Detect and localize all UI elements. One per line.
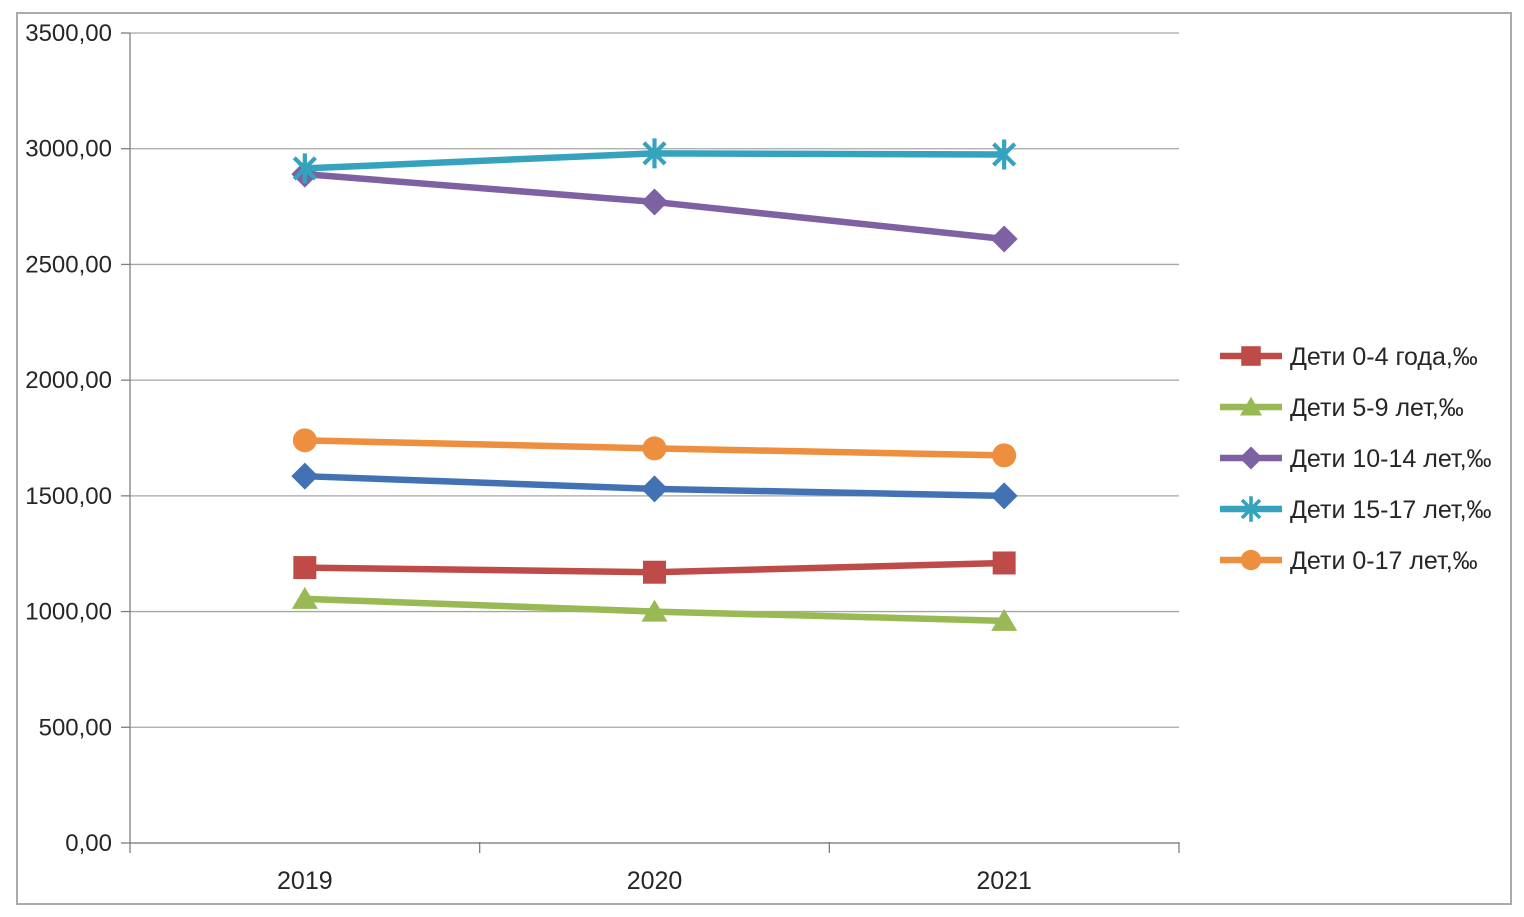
y-tick-label: 0,00 (65, 830, 112, 857)
legend-label: Дети 0-17 лет,‰ (1290, 547, 1478, 575)
series-marker-asterisk (642, 141, 667, 166)
y-tick-label: 500,00 (39, 714, 112, 741)
legend-label: Дети 5-9 лет,‰ (1290, 394, 1464, 422)
series-marker-diamond (641, 188, 668, 216)
series-marker-asterisk (292, 156, 317, 181)
series-marker-square (1241, 346, 1261, 366)
series-marker-diamond (641, 475, 668, 503)
y-tick-label: 3000,00 (25, 136, 112, 163)
series-marker-square (992, 551, 1016, 575)
y-tick-label: 3500,00 (25, 20, 112, 47)
legend-label: Дети 15-17 лет,‰ (1290, 496, 1492, 524)
chart-outer-border (16, 12, 1512, 905)
x-tick-label: 2020 (627, 867, 683, 895)
series-marker-square (293, 556, 317, 580)
series-marker-diamond (1239, 446, 1263, 470)
x-tick-label: 2021 (976, 867, 1032, 895)
legend-label: Дети 0-4 года,‰ (1290, 343, 1478, 371)
series-marker-diamond (990, 482, 1018, 510)
y-tick-label: 1500,00 (25, 483, 112, 510)
y-tick-label: 2000,00 (25, 367, 112, 394)
y-tick-label: 2500,00 (25, 251, 112, 278)
series-marker-triangle (291, 586, 318, 609)
series-marker-diamond (990, 225, 1018, 253)
series-marker-circle (292, 428, 317, 453)
series-marker-asterisk (992, 142, 1017, 167)
x-tick-label: 2019 (277, 867, 333, 895)
series-marker-asterisk (1240, 498, 1262, 520)
y-tick-label: 1000,00 (25, 599, 112, 626)
legend-label: Дети 10-14 лет,‰ (1290, 445, 1492, 473)
series-marker-diamond (291, 462, 319, 490)
series-marker-circle (642, 436, 667, 461)
series-marker-triangle (641, 599, 668, 622)
series-marker-circle (1240, 549, 1262, 571)
series-marker-triangle (991, 608, 1018, 631)
series-marker-circle (992, 443, 1017, 468)
series-marker-square (643, 560, 666, 584)
series-marker-triangle (1239, 396, 1263, 416)
